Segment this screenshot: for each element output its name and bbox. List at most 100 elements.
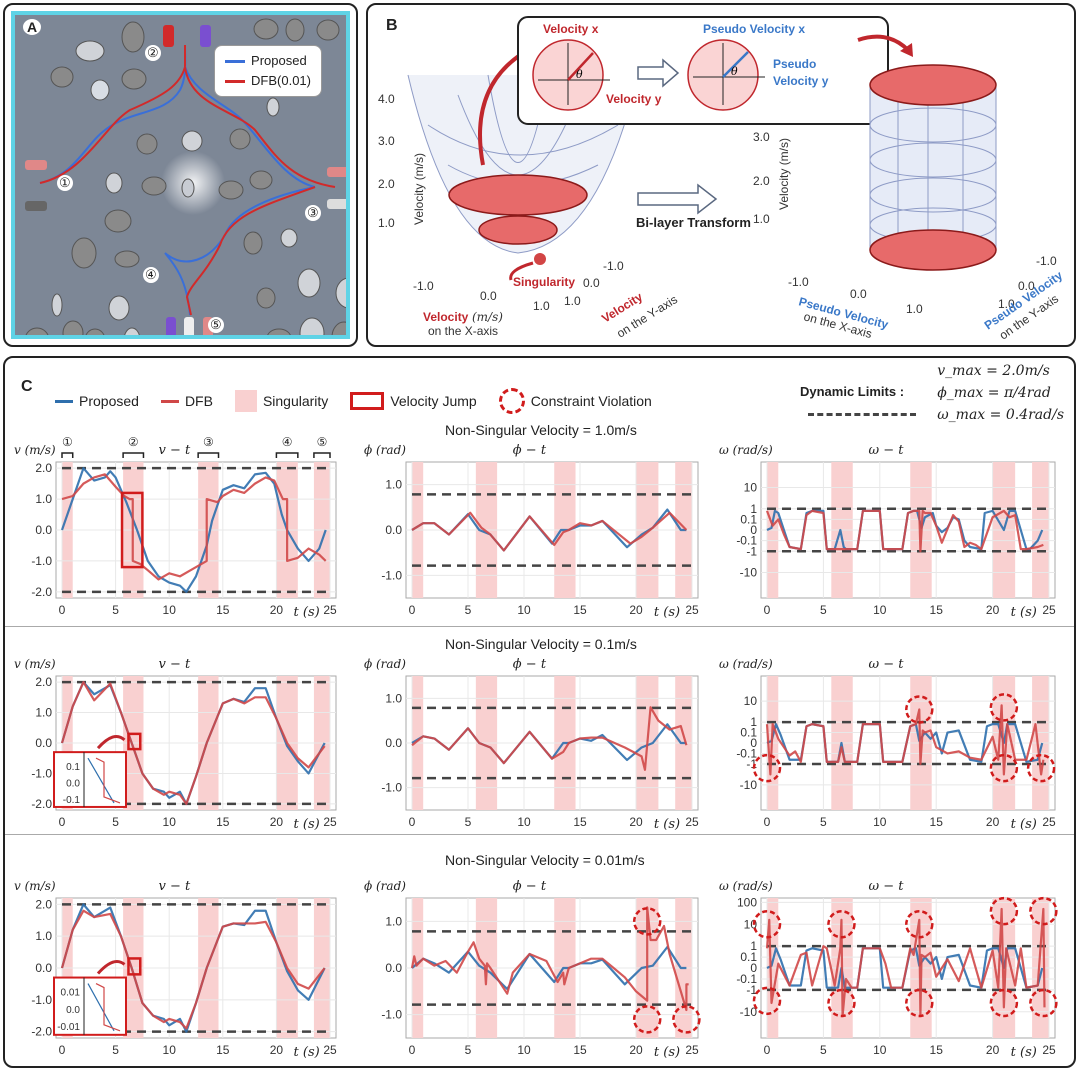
legend-velocity-jump: Velocity Jump — [390, 393, 477, 409]
x-tick-label: 15 — [930, 815, 944, 829]
y-tick-label: 0.1 — [740, 950, 757, 964]
y-tick-label: 0.0 — [35, 961, 52, 975]
x-tick-label: 10 — [517, 1043, 531, 1057]
dfb-path-3 — [185, 186, 316, 316]
rocks — [25, 18, 346, 335]
chart-title: ϕ − t — [513, 879, 547, 894]
y-tick-label: -2.0 — [31, 797, 52, 811]
z-tick-label: 2.0 — [378, 177, 395, 191]
series-dfb — [410, 906, 689, 1012]
x-axis-label: t (s) — [1011, 817, 1037, 832]
omegamax-value: ω_max = 0.4rad/s — [937, 407, 1064, 423]
inset-tick-label: 0.01 — [61, 988, 81, 999]
legend-proposed: Proposed — [79, 393, 139, 409]
x-tick-label: 15 — [930, 603, 944, 617]
series-dfb — [765, 704, 1045, 776]
series-dfb — [411, 706, 688, 771]
x-tick-label: 0.0 — [480, 289, 497, 303]
x-tick-label: 25 — [685, 1043, 699, 1057]
panel-c: C Proposed DFB Singularity Velocity Jump… — [3, 356, 1076, 1068]
row-divider — [5, 834, 1074, 835]
x-tick-label: 5 — [112, 603, 119, 617]
z-tick-label: 2.0 — [753, 174, 770, 188]
y-tick-label: 0.0 — [35, 523, 52, 537]
vehicles — [25, 25, 346, 335]
legend-a: Proposed DFB(0.01) — [214, 45, 322, 97]
y-tick-label: 1.0 — [998, 297, 1015, 311]
z-tick-label: 1.0 — [753, 212, 770, 226]
row-2-title: Non-Singular Velocity = 0.1m/s — [445, 636, 637, 652]
x-tick-label: 0 — [764, 1043, 771, 1057]
series-dfb — [765, 907, 1046, 1018]
constraint-violation-marker — [989, 693, 1019, 722]
phimax-value: ϕ_max = π/4rad — [937, 385, 1051, 401]
y-tick-label: -2.0 — [31, 585, 52, 599]
y-tick-label: 0.0 — [35, 736, 52, 750]
velocity-vector — [567, 52, 594, 81]
constraint-violation-marker — [1029, 896, 1058, 926]
curved-arrow-up — [478, 48, 530, 166]
y-tick-label: -10 — [740, 566, 758, 580]
chart-title: ϕ − t — [513, 443, 547, 458]
x-tick-label: 20 — [270, 1043, 284, 1057]
z-axis-label: Velocity (m/s) — [412, 153, 426, 225]
constraint-violation-marker — [752, 753, 782, 783]
theta-label: θ — [576, 68, 583, 81]
singularity-arrow — [509, 261, 534, 281]
upper-velocity-disc — [448, 174, 588, 216]
y-tick-label: 2.0 — [35, 461, 52, 475]
segment-bracket — [122, 452, 145, 458]
x-tick-label: 15 — [216, 603, 230, 617]
proposed-path-3 — [164, 186, 316, 316]
waypoint-2: ② — [145, 45, 161, 61]
panel-a-label: A — [23, 19, 42, 35]
x-tick-label: 5 — [112, 1043, 119, 1057]
y-tick-label: 1.0 — [564, 294, 581, 308]
x-tick-label: 20 — [986, 1043, 1000, 1057]
segment-marker: ③ — [203, 435, 214, 449]
x-tick-label: 25 — [323, 1043, 337, 1057]
x-axis-label: Velocity — [423, 310, 469, 324]
y-tick-label: 1.0 — [385, 478, 402, 492]
waypoint-5: ⑤ — [208, 317, 224, 333]
y-axis-label: ω (rad/s) — [719, 879, 773, 893]
x-axis-label: t (s) — [654, 605, 680, 620]
bilayer-transform-label: Bi-layer Transform — [636, 215, 751, 230]
x-axis-label: t (s) — [294, 605, 320, 620]
y-tick-label: -1 — [746, 983, 757, 997]
y-tick-label: -1.0 — [381, 568, 402, 582]
y-tick-label: 0 — [750, 523, 757, 537]
series-dfb — [411, 511, 688, 552]
pseudo-velocity-x-label: Pseudo Velocity x — [703, 22, 805, 36]
curved-arrow-right — [857, 34, 910, 52]
velocity-y-label: Velocity y — [606, 92, 662, 106]
y-tick-label: 0.0 — [583, 276, 600, 290]
x-axis-label: t (s) — [654, 1045, 680, 1060]
simulation-scene: Proposed DFB(0.01) ① ② ③ ④ ⑤ A — [11, 11, 350, 339]
constraint-violation-marker — [632, 1005, 662, 1034]
x-tick-label: 0 — [59, 603, 66, 617]
x-tick-label: 0 — [409, 815, 416, 829]
y-tick-label: 10 — [744, 481, 758, 495]
chart-phi3: 1.0 0.0 -1.0 0 5 10 15 20 25 ϕ (rad) ϕ − t t (s) — [364, 879, 701, 1060]
constraint-violation-marker — [1029, 988, 1058, 1018]
y-tick-label: -1.0 — [31, 554, 52, 568]
lower-velocity-disc — [478, 215, 558, 245]
x-tick-label: 0 — [764, 603, 771, 617]
y-tick-label: 0 — [750, 961, 757, 975]
y-tick-label: -10 — [740, 778, 758, 792]
x-axis-unit: (m/s) — [472, 310, 503, 324]
velocity-jump-box — [120, 491, 144, 569]
bilayer-arrow — [637, 183, 718, 215]
panel-b: B 1.0 2.0 3.0 4.0 -1.0 0.0 1.0 -1.0 0.0 … — [366, 3, 1076, 347]
cylinder-body — [869, 84, 997, 251]
chart-title: v − t — [158, 657, 191, 672]
chart-title: v − t — [158, 443, 191, 458]
cylinder-bottom-disc — [869, 229, 997, 271]
y-tick-label: -1 — [746, 544, 757, 558]
inset-tick-label: 0.0 — [66, 1005, 80, 1016]
x-tick-label: 20 — [986, 815, 1000, 829]
x-tick-label: 10 — [517, 603, 531, 617]
